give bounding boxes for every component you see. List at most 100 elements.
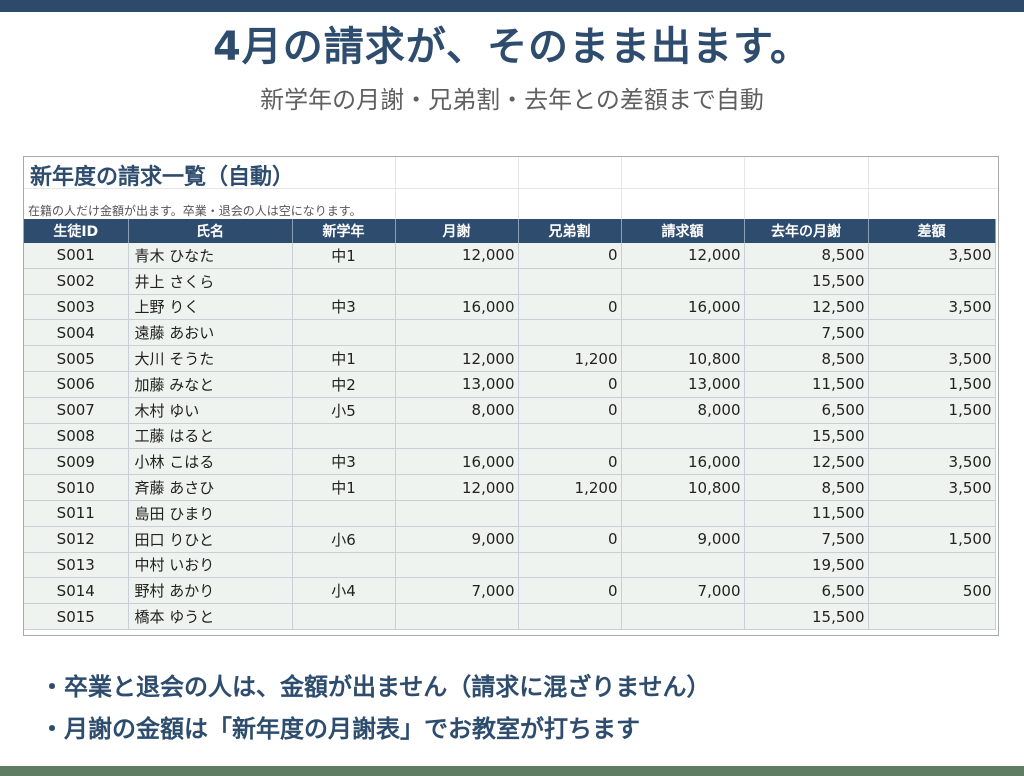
cell-name[interactable]: 斉藤 あさひ bbox=[128, 474, 293, 501]
cell-last-year-fee[interactable]: 11,500 bbox=[744, 371, 869, 398]
cell-sibling-discount[interactable]: 0 bbox=[518, 243, 622, 269]
cell-new-grade[interactable]: 中1 bbox=[292, 243, 396, 269]
cell-difference[interactable]: 1,500 bbox=[868, 371, 996, 398]
cell-sibling-discount[interactable]: 0 bbox=[518, 397, 622, 424]
cell-name[interactable]: 小林 こはる bbox=[128, 448, 293, 476]
cell-billing-amount[interactable]: 13,000 bbox=[621, 371, 745, 398]
cell-last-year-fee[interactable]: 7,500 bbox=[744, 526, 869, 553]
cell-sibling-discount[interactable] bbox=[518, 423, 622, 450]
cell-last-year-fee[interactable]: 11,500 bbox=[744, 500, 869, 527]
cell-name[interactable]: 上野 りく bbox=[128, 294, 293, 321]
cell-billing-amount[interactable]: 9,000 bbox=[621, 526, 745, 553]
cell-student-id[interactable]: S001 bbox=[24, 243, 129, 269]
cell-student-id[interactable]: S011 bbox=[24, 500, 129, 527]
cell-sibling-discount[interactable]: 1,200 bbox=[518, 474, 622, 501]
cell-name[interactable]: 中村 いおり bbox=[128, 552, 293, 579]
cell-difference[interactable]: 1,500 bbox=[868, 397, 996, 424]
header-difference[interactable]: 差額 bbox=[868, 219, 996, 243]
cell-sibling-discount[interactable] bbox=[518, 319, 622, 347]
cell-new-grade[interactable]: 中1 bbox=[292, 345, 396, 372]
cell-last-year-fee[interactable]: 15,500 bbox=[744, 423, 869, 450]
cell-student-id[interactable]: S003 bbox=[24, 294, 129, 321]
cell-student-id[interactable]: S006 bbox=[24, 371, 129, 398]
cell-difference[interactable]: 3,500 bbox=[868, 474, 996, 501]
cell-billing-amount[interactable] bbox=[621, 552, 745, 579]
cell-last-year-fee[interactable]: 19,500 bbox=[744, 552, 869, 579]
cell-difference[interactable]: 3,500 bbox=[868, 345, 996, 372]
cell-student-id[interactable]: S015 bbox=[24, 603, 129, 630]
cell-student-id[interactable]: S007 bbox=[24, 397, 129, 424]
cell-name[interactable]: 野村 あかり bbox=[128, 577, 293, 605]
cell-monthly-fee[interactable]: 12,000 bbox=[395, 243, 519, 269]
cell-new-grade[interactable]: 中2 bbox=[292, 371, 396, 398]
cell-name[interactable]: 加藤 みなと bbox=[128, 371, 293, 398]
cell-last-year-fee[interactable]: 6,500 bbox=[744, 397, 869, 424]
cell-difference[interactable] bbox=[868, 268, 996, 295]
cell-monthly-fee[interactable]: 13,000 bbox=[395, 371, 519, 398]
cell-name[interactable]: 工藤 はると bbox=[128, 423, 293, 450]
cell-monthly-fee[interactable]: 12,000 bbox=[395, 345, 519, 372]
cell-billing-amount[interactable]: 10,800 bbox=[621, 345, 745, 372]
cell-monthly-fee[interactable] bbox=[395, 423, 519, 450]
cell-monthly-fee[interactable]: 8,000 bbox=[395, 397, 519, 424]
cell-difference[interactable] bbox=[868, 500, 996, 527]
cell-name[interactable]: 島田 ひまり bbox=[128, 500, 293, 527]
cell-name[interactable]: 青木 ひなた bbox=[128, 243, 293, 269]
cell-billing-amount[interactable]: 16,000 bbox=[621, 448, 745, 476]
cell-new-grade[interactable] bbox=[292, 268, 396, 295]
cell-sibling-discount[interactable]: 0 bbox=[518, 448, 622, 476]
cell-sibling-discount[interactable]: 1,200 bbox=[518, 345, 622, 372]
header-student-id[interactable]: 生徒ID bbox=[24, 219, 129, 243]
cell-new-grade[interactable] bbox=[292, 552, 396, 579]
cell-student-id[interactable]: S005 bbox=[24, 345, 129, 372]
cell-sibling-discount[interactable]: 0 bbox=[518, 371, 622, 398]
cell-student-id[interactable]: S008 bbox=[24, 423, 129, 450]
cell-new-grade[interactable]: 小6 bbox=[292, 526, 396, 553]
cell-new-grade[interactable]: 小5 bbox=[292, 397, 396, 424]
cell-new-grade[interactable]: 中1 bbox=[292, 474, 396, 501]
cell-new-grade[interactable] bbox=[292, 423, 396, 450]
cell-last-year-fee[interactable]: 12,500 bbox=[744, 294, 869, 321]
header-new-grade[interactable]: 新学年 bbox=[292, 219, 396, 243]
cell-new-grade[interactable] bbox=[292, 603, 396, 630]
cell-billing-amount[interactable] bbox=[621, 268, 745, 295]
cell-monthly-fee[interactable]: 12,000 bbox=[395, 474, 519, 501]
header-sibling-discount[interactable]: 兄弟割 bbox=[518, 219, 622, 243]
cell-name[interactable]: 遠藤 あおい bbox=[128, 319, 293, 347]
cell-last-year-fee[interactable]: 15,500 bbox=[744, 268, 869, 295]
cell-last-year-fee[interactable]: 7,500 bbox=[744, 319, 869, 347]
cell-new-grade[interactable]: 小4 bbox=[292, 577, 396, 605]
cell-monthly-fee[interactable] bbox=[395, 319, 519, 347]
cell-sibling-discount[interactable] bbox=[518, 552, 622, 579]
cell-new-grade[interactable] bbox=[292, 319, 396, 347]
cell-difference[interactable]: 3,500 bbox=[868, 243, 996, 269]
cell-last-year-fee[interactable]: 8,500 bbox=[744, 474, 869, 501]
cell-monthly-fee[interactable] bbox=[395, 268, 519, 295]
header-monthly-fee[interactable]: 月謝 bbox=[395, 219, 519, 243]
cell-difference[interactable]: 3,500 bbox=[868, 294, 996, 321]
cell-difference[interactable]: 3,500 bbox=[868, 448, 996, 476]
cell-sibling-discount[interactable]: 0 bbox=[518, 577, 622, 605]
cell-student-id[interactable]: S009 bbox=[24, 448, 129, 476]
cell-monthly-fee[interactable]: 7,000 bbox=[395, 577, 519, 605]
cell-last-year-fee[interactable]: 15,500 bbox=[744, 603, 869, 630]
cell-billing-amount[interactable] bbox=[621, 423, 745, 450]
cell-sibling-discount[interactable] bbox=[518, 268, 622, 295]
cell-monthly-fee[interactable]: 16,000 bbox=[395, 448, 519, 476]
cell-name[interactable]: 田口 りひと bbox=[128, 526, 293, 553]
cell-student-id[interactable]: S010 bbox=[24, 474, 129, 501]
cell-billing-amount[interactable] bbox=[621, 319, 745, 347]
cell-monthly-fee[interactable] bbox=[395, 500, 519, 527]
header-name[interactable]: 氏名 bbox=[128, 219, 293, 243]
cell-name[interactable]: 大川 そうた bbox=[128, 345, 293, 372]
cell-last-year-fee[interactable]: 6,500 bbox=[744, 577, 869, 605]
cell-last-year-fee[interactable]: 12,500 bbox=[744, 448, 869, 476]
cell-billing-amount[interactable]: 16,000 bbox=[621, 294, 745, 321]
cell-student-id[interactable]: S002 bbox=[24, 268, 129, 295]
cell-last-year-fee[interactable]: 8,500 bbox=[744, 345, 869, 372]
header-billing-amount[interactable]: 請求額 bbox=[621, 219, 745, 243]
cell-student-id[interactable]: S004 bbox=[24, 319, 129, 347]
cell-last-year-fee[interactable]: 8,500 bbox=[744, 243, 869, 269]
cell-difference[interactable]: 1,500 bbox=[868, 526, 996, 553]
cell-student-id[interactable]: S013 bbox=[24, 552, 129, 579]
